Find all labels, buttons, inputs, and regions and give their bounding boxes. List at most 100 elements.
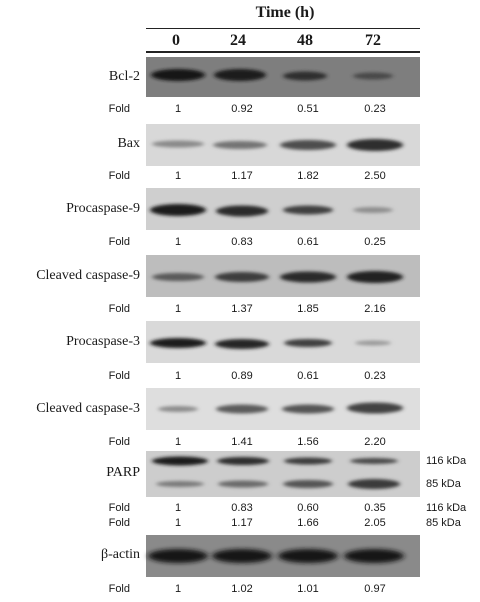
fold-value: 1.66 [297, 517, 319, 529]
fold-label: Fold [108, 170, 130, 182]
band-cleaved-caspase3-0h [158, 406, 198, 412]
fold-value: 0.61 [297, 236, 319, 248]
fold-label: Fold [108, 583, 130, 595]
fold-value: 1.17 [231, 170, 253, 182]
label-bax: Bax [117, 136, 140, 151]
band-cleaved-caspase3-24h [216, 404, 268, 414]
fold-value: 0.60 [297, 502, 319, 514]
band-parp116-72h [350, 458, 398, 464]
label-cleaved-caspase3: Cleaved caspase-3 [36, 401, 140, 416]
timepoint-48h: 48 [297, 32, 313, 49]
band-cleaved-caspase3-48h [282, 404, 334, 414]
fold-value: 1.37 [231, 303, 253, 315]
timepoint-0h: 0 [172, 32, 180, 49]
marker-116kda: 116 kDa [426, 455, 467, 467]
fold-value: 0.92 [231, 103, 253, 115]
fold-marker-85kda: 85 kDa [426, 517, 461, 529]
fold-value: 2.05 [364, 517, 386, 529]
fold-value: 1 [174, 236, 182, 248]
band-bcl2-48h [283, 71, 327, 81]
band-bax-0h [152, 140, 204, 148]
fold-value: 1 [174, 517, 182, 529]
fold-value: 0.23 [364, 103, 386, 115]
band-procaspase9-72h [353, 207, 393, 213]
fold-value: 0.89 [231, 370, 253, 382]
fold-value: 1 [174, 583, 182, 595]
band-procaspase3-24h [215, 339, 269, 349]
label-procaspase9: Procaspase-9 [66, 201, 140, 216]
fold-value: 1 [174, 170, 182, 182]
label-beta-actin: β-actin [101, 547, 140, 562]
band-cleaved-caspase9-24h [215, 272, 269, 282]
fold-value: 0.61 [297, 370, 319, 382]
fold-value: 1.17 [231, 517, 253, 529]
time-axis-title: Time (h) [255, 4, 315, 21]
band-bcl2-72h [353, 72, 393, 80]
band-parp116-0h [152, 456, 208, 466]
fold-value: 1.56 [297, 436, 319, 448]
fold-value: 1.02 [231, 583, 253, 595]
fold-value: 1 [174, 103, 182, 115]
band-procaspase3-0h [150, 338, 206, 348]
fold-marker-116kda: 116 kDa [426, 502, 467, 514]
fold-value: 0.83 [231, 236, 253, 248]
band-bax-48h [280, 140, 336, 150]
band-beta-actin-72h [344, 549, 404, 563]
fold-value: 0.51 [297, 103, 319, 115]
band-procaspase3-48h [284, 339, 332, 347]
fold-label: Fold [108, 517, 130, 529]
band-bcl2-0h [151, 69, 205, 81]
fold-value: 2.50 [364, 170, 386, 182]
label-cleaved-caspase9: Cleaved caspase-9 [36, 268, 140, 283]
band-bcl2-24h [214, 69, 266, 81]
fold-value: 1.01 [297, 583, 319, 595]
fold-label: Fold [108, 303, 130, 315]
marker-85kda: 85 kDa [426, 478, 461, 490]
fold-value: 1.85 [297, 303, 319, 315]
band-parp85-48h [283, 480, 333, 488]
band-beta-actin-48h [278, 549, 338, 563]
band-beta-actin-24h [212, 549, 272, 563]
fold-value: 0.97 [364, 583, 386, 595]
fold-label: Fold [108, 236, 130, 248]
header-rule [146, 28, 420, 29]
band-parp85-72h [348, 479, 400, 489]
timepoint-24h: 24 [230, 32, 246, 49]
band-procaspase9-0h [150, 204, 206, 216]
fold-value: 1 [174, 370, 182, 382]
band-procaspase3-72h [355, 340, 391, 346]
label-bcl2: Bcl-2 [108, 69, 140, 84]
fold-label: Fold [108, 103, 130, 115]
band-bax-24h [213, 141, 267, 149]
fold-value: 0.35 [364, 502, 386, 514]
band-cleaved-caspase9-48h [280, 271, 336, 283]
fold-label: Fold [108, 502, 130, 514]
label-procaspase3: Procaspase-3 [66, 334, 140, 349]
band-parp85-24h [218, 480, 268, 488]
fold-value: 0.25 [364, 236, 386, 248]
timepoint-72h: 72 [365, 32, 381, 49]
band-parp116-24h [217, 457, 269, 465]
band-beta-actin-0h [148, 549, 208, 563]
band-cleaved-caspase9-0h [152, 273, 204, 281]
fold-value: 1 [174, 436, 182, 448]
fold-value: 1 [174, 502, 182, 514]
band-procaspase9-24h [216, 205, 268, 217]
fold-value: 1.41 [231, 436, 253, 448]
fold-value: 0.83 [231, 502, 253, 514]
fold-value: 0.23 [364, 370, 386, 382]
band-parp116-48h [284, 457, 332, 465]
fold-label: Fold [108, 370, 130, 382]
label-parp: PARP [106, 465, 140, 480]
fold-value: 2.20 [364, 436, 386, 448]
band-cleaved-caspase3-72h [347, 402, 403, 414]
band-parp85-0h [156, 481, 204, 487]
fold-value: 1.82 [297, 170, 319, 182]
header-rule-thick [146, 51, 420, 53]
fold-label: Fold [108, 436, 130, 448]
band-bax-72h [347, 139, 403, 151]
band-cleaved-caspase9-72h [347, 271, 403, 283]
band-procaspase9-48h [283, 205, 333, 215]
fold-value: 1 [174, 303, 182, 315]
